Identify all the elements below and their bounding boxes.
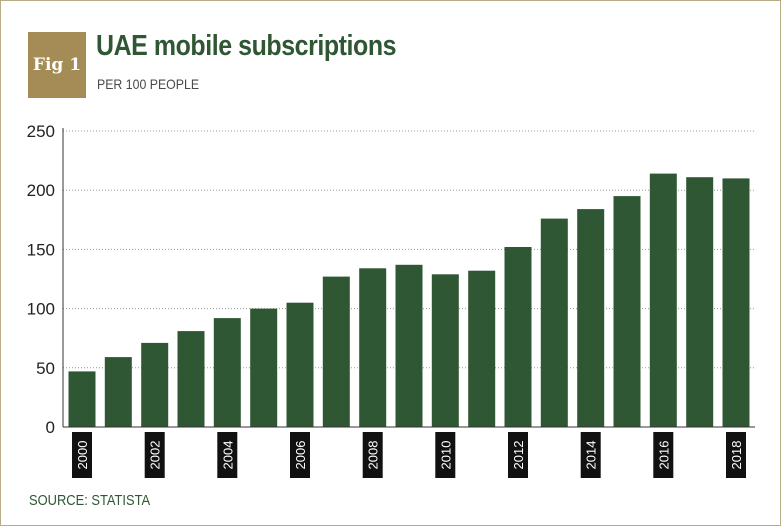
y-tick-label: 50 xyxy=(36,359,55,378)
bar-2018 xyxy=(722,178,750,427)
x-tick-label: 2004 xyxy=(220,441,235,470)
x-tick-label: 2012 xyxy=(511,441,526,470)
bar-2010 xyxy=(431,274,459,427)
source-note: SOURCE: STATISTA xyxy=(29,492,151,509)
bar-2011 xyxy=(468,270,496,427)
bar-2013 xyxy=(540,218,568,427)
bar-2007 xyxy=(322,276,350,427)
y-axis-ticks: 0 50 100 150 200 250 xyxy=(27,122,55,437)
bars xyxy=(68,173,750,427)
bar-2009 xyxy=(395,264,423,427)
bar-2003 xyxy=(177,331,205,427)
x-tick-box xyxy=(726,432,746,478)
x-tick-box xyxy=(72,432,92,478)
bar-2012 xyxy=(504,247,532,427)
x-tick-box xyxy=(580,432,601,478)
bar-2001 xyxy=(104,357,132,427)
x-axis-ticks: 2000 2002 2004 2006 2008 2010 2012 2014 2016 2018 xyxy=(72,432,746,478)
x-tick-2014: 2014 xyxy=(580,432,601,478)
bar-2004 xyxy=(213,318,241,427)
x-tick-2000: 2000 xyxy=(72,432,92,478)
bar-2005 xyxy=(250,308,278,427)
x-tick-2006: 2006 xyxy=(290,432,310,478)
x-tick-label: 2006 xyxy=(293,441,308,470)
x-tick-2016: 2016 xyxy=(653,432,674,478)
bar-2015 xyxy=(613,196,641,427)
bar-2008 xyxy=(359,268,387,427)
x-tick-label: 2000 xyxy=(75,441,90,470)
x-tick-box xyxy=(508,432,528,478)
x-tick-box xyxy=(435,432,456,478)
bar-2017 xyxy=(686,177,714,427)
y-tick-label: 100 xyxy=(27,300,55,319)
chart-subtitle: PER 100 PEOPLE xyxy=(97,76,200,92)
x-tick-box xyxy=(290,432,310,478)
x-tick-box xyxy=(362,432,383,478)
y-tick-label: 250 xyxy=(27,122,55,141)
x-tick-2004: 2004 xyxy=(217,432,238,478)
x-tick-label: 2008 xyxy=(366,441,381,470)
bar-2006 xyxy=(286,302,314,427)
x-tick-2008: 2008 xyxy=(362,432,383,478)
x-tick-label: 2002 xyxy=(148,441,163,470)
bar-2016 xyxy=(649,173,677,427)
y-tick-label: 0 xyxy=(46,418,55,437)
figure-badge: Fig 1 xyxy=(28,32,86,98)
y-tick-label: 200 xyxy=(27,181,55,200)
x-tick-label: 2016 xyxy=(656,441,671,470)
x-tick-label: 2014 xyxy=(584,441,599,470)
bar-2014 xyxy=(577,209,605,427)
x-tick-2010: 2010 xyxy=(435,432,456,478)
x-tick-2018: 2018 xyxy=(726,432,746,478)
x-tick-2012: 2012 xyxy=(508,432,528,478)
x-tick-box xyxy=(217,432,238,478)
x-tick-box xyxy=(144,432,165,478)
x-tick-box xyxy=(653,432,674,478)
x-tick-2002: 2002 xyxy=(144,432,165,478)
x-tick-label: 2018 xyxy=(729,441,744,470)
y-tick-label: 150 xyxy=(27,240,55,259)
chart-title: UAE mobile subscriptions xyxy=(96,30,397,62)
x-tick-label: 2010 xyxy=(438,441,453,470)
bar-2000 xyxy=(68,371,96,427)
bar-2002 xyxy=(141,342,169,427)
